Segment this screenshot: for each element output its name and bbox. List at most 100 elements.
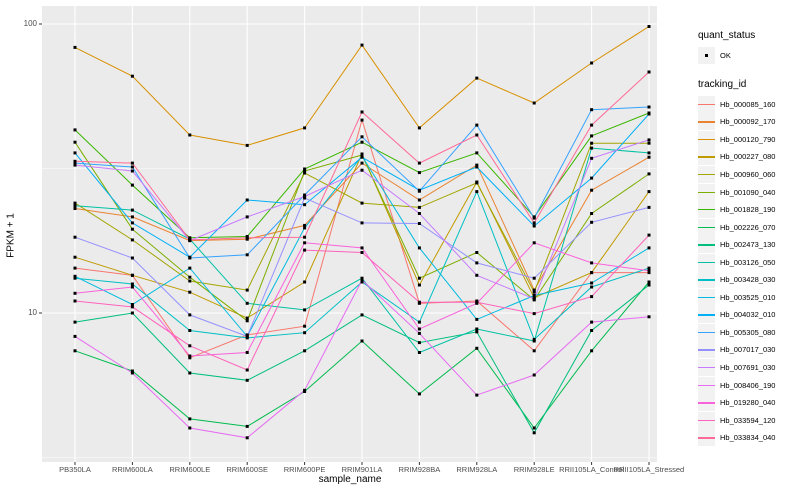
legend-key-box [698, 166, 715, 183]
data-point [245, 301, 249, 305]
data-point [532, 294, 536, 297]
data-point [475, 163, 479, 167]
data-point [417, 283, 421, 287]
panel-background [42, 6, 657, 462]
legend-item-Hb_001828_190: Hb_001828_190 [698, 201, 798, 219]
data-point [188, 344, 192, 348]
data-point [647, 172, 651, 176]
legend-item-label: Hb_000092_170 [720, 117, 776, 127]
data-point [130, 221, 134, 225]
data-point [417, 126, 421, 130]
data-point [188, 354, 192, 358]
data-point [130, 238, 134, 242]
data-point [360, 313, 364, 317]
data-point [417, 341, 421, 345]
legend-item-label: Hb_007017_030 [720, 345, 776, 355]
data-point [73, 349, 77, 353]
data-point [647, 269, 651, 273]
data-point [590, 349, 594, 353]
legend-item-Hb_002473_130: Hb_002473_130 [698, 236, 798, 254]
legend-title-quant-status: quant_status [698, 30, 756, 41]
data-point [532, 290, 536, 294]
data-point [590, 285, 594, 289]
legend-key-box [698, 130, 715, 148]
data-point [303, 167, 307, 171]
data-point [475, 165, 479, 169]
legend-item-label: Hb_002473_130 [720, 240, 776, 250]
data-point [417, 222, 421, 225]
legend-item-label: Hb_008406_190 [720, 380, 776, 390]
data-point [647, 190, 651, 194]
legend-item-Hb_007017_030: Hb_007017_030 [698, 341, 798, 359]
x-tick-label: RRIM600LE [169, 465, 211, 474]
x-tick-label: RRIM600LA [111, 465, 153, 474]
data-point [73, 128, 77, 132]
x-tick-label: RRII105LA_Control [559, 465, 625, 474]
legend-item-label: Hb_019280_040 [720, 398, 776, 408]
data-point [360, 251, 364, 254]
data-point [590, 134, 594, 138]
data-point [188, 256, 192, 260]
data-point [590, 156, 594, 160]
legend-key-box [698, 253, 715, 271]
data-point [303, 388, 307, 392]
legend-line-swatch-icon [698, 296, 715, 299]
legend-item-Hb_007691_030: Hb_007691_030 [698, 359, 798, 377]
data-point [647, 70, 651, 74]
legend-key-box [698, 411, 715, 429]
data-point [303, 248, 307, 252]
data-point [245, 236, 249, 240]
legend-item-Hb_033834_040: Hb_033834_040 [698, 429, 798, 447]
legend-item-Hb_000960_060: Hb_000960_060 [698, 166, 798, 184]
legend-item-label: Hb_007691_030 [720, 363, 776, 373]
legend-key-box [698, 306, 715, 324]
legend-item-Hb_000085_160: Hb_000085_160 [698, 95, 798, 114]
legend-item-label: OK [720, 51, 731, 61]
data-point [475, 393, 479, 397]
legend-line-swatch-icon [698, 314, 715, 316]
data-point [303, 280, 307, 284]
legend-title-tracking-id: tracking_id [698, 78, 747, 90]
data-point [130, 208, 134, 212]
legend-key-box [698, 148, 715, 166]
x-tick-label: RRIM928LA [456, 465, 498, 474]
legend-line-swatch-icon [698, 331, 715, 334]
legend-item-Hb_004032_010: Hb_004032_010 [698, 306, 798, 324]
legend-item-label: Hb_033834_040 [720, 433, 776, 443]
data-point [647, 233, 651, 237]
data-point [303, 169, 307, 173]
data-point [73, 276, 77, 280]
data-point [475, 251, 479, 254]
legend-key-box [698, 341, 715, 359]
data-point [188, 356, 192, 360]
data-point [647, 141, 651, 145]
data-point [73, 207, 77, 210]
data-point [417, 246, 421, 250]
legend-item-Hb_001090_040: Hb_001090_040 [698, 183, 798, 201]
data-point [188, 329, 192, 332]
data-point [475, 346, 479, 350]
data-point [475, 151, 479, 155]
data-point [647, 112, 651, 116]
data-point [130, 183, 134, 187]
legend-line-swatch-icon [698, 384, 715, 386]
x-tick-label: RRIM928BA [398, 465, 441, 474]
data-point [303, 195, 307, 198]
data-point [73, 163, 77, 167]
legend-item-Hb_033594_120: Hb_033594_120 [698, 411, 798, 429]
data-point [360, 246, 364, 250]
data-point [73, 266, 77, 270]
legend-line-swatch-icon [698, 437, 715, 439]
legend-item-Hb_003126_050: Hb_003126_050 [698, 253, 798, 271]
data-point [303, 226, 307, 230]
data-point [417, 161, 421, 165]
data-point [303, 331, 307, 335]
legend-item-Hb_019280_040: Hb_019280_040 [698, 394, 798, 412]
data-point [417, 276, 421, 280]
data-point [360, 278, 364, 282]
legend-item-label: Hb_003525_010 [720, 292, 776, 302]
x-tick-label: RRII105LA_Stressed [613, 465, 685, 474]
legend-key-box [698, 183, 715, 201]
data-point [130, 256, 134, 260]
